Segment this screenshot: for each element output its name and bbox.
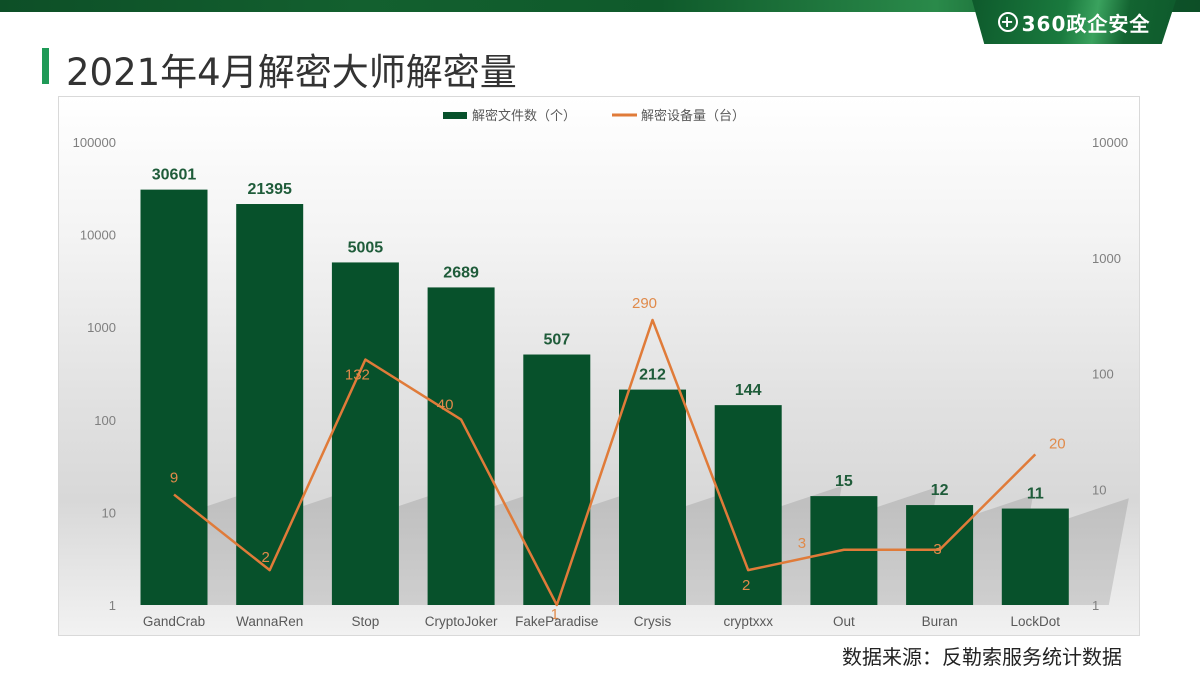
x-axis-label: LockDot [1011,614,1061,629]
bar-cryptxxx [714,405,782,605]
bar-value-label: 5005 [348,239,384,256]
bar-CryptoJoker [427,287,495,605]
left-axis-tick: 1000 [87,320,116,335]
title-accent-bar [42,48,49,84]
bar-value-label: 12 [931,482,949,499]
bar-WannaRen [236,204,304,605]
combo-chart: 解密文件数（个） 解密设备量（台） 1 10 100 1000 10000 100000 1… [73,108,1129,629]
line-value-label: 3 [933,541,941,558]
bar-Buran [906,505,974,605]
legend-bar-swatch [443,112,467,119]
x-axis-label: Crysis [634,614,672,629]
right-axis-tick: 10 [1092,482,1106,497]
legend-bar-label: 解密文件数（个） [472,108,576,123]
left-axis-tick: 10000 [80,228,116,243]
left-y-axis: 1 10 100 1000 10000 100000 [73,135,116,613]
line-value-label: 2 [742,577,750,594]
x-axis-label: WannaRen [236,614,303,629]
x-axis-label: CryptoJoker [425,614,498,629]
x-axis-labels: GandCrab WannaRen Stop CryptoJoker FakeParad… [143,614,1060,629]
x-axis-label: cryptxxx [723,614,773,629]
page-title: 2021年4月解密大师解密量 [66,51,517,94]
line-value-label: 290 [632,295,657,312]
right-axis-tick: 100 [1092,367,1114,382]
line-value-label: 3 [798,535,806,552]
bar-value-label: 144 [735,382,762,399]
left-axis-tick: 1 [109,598,116,613]
line-value-label: 2 [262,549,270,566]
right-y-axis: 1 10 100 1000 10000 [1092,135,1128,613]
right-axis-tick: 1000 [1092,251,1121,266]
chart-container: 解密文件数（个） 解密设备量（台） 1 10 100 1000 10000 100000 1… [58,96,1140,636]
bar-value-label: 2689 [443,264,479,281]
line-value-label: 132 [345,367,370,384]
right-axis-tick: 1 [1092,598,1099,613]
x-axis-label: Buran [922,614,958,629]
bar-GandCrab [140,189,208,605]
plus-circle-icon: + [997,12,1018,32]
right-axis-tick: 10000 [1092,135,1128,150]
line-value-label: 1 [551,606,559,623]
legend-line-label: 解密设备量（台） [641,108,745,123]
bar-value-label: 212 [639,367,666,384]
x-axis-label: GandCrab [143,614,205,629]
line-value-label: 20 [1049,435,1066,452]
bar-FakeParadise [523,354,591,605]
left-axis-tick: 100 [94,413,116,428]
top-banner [0,0,1200,12]
bar-value-label: 507 [543,332,570,349]
bar-Crysis [619,389,686,605]
logo-text: 360政企安全 [1021,11,1151,36]
x-axis-label: Out [833,614,855,629]
brand-logo: + 360政企安全 [972,0,1176,44]
bar-value-label: 30601 [152,167,197,184]
bar-value-label: 15 [835,473,853,490]
bar-LockDot [1001,508,1069,605]
bar-Stop [331,262,399,605]
x-axis-label: FakeParadise [515,614,598,629]
bar-value-label: 11 [1027,486,1044,503]
line-value-label: 40 [437,397,454,414]
line-value-label: 9 [170,470,178,487]
left-axis-tick: 10 [102,505,116,520]
chart-legend: 解密文件数（个） 解密设备量（台） [443,108,745,123]
device-count-line [173,318,1037,607]
line-series: 9 2 132 40 1 290 2 3 3 20 [170,295,1066,623]
x-axis-label: Stop [352,614,380,629]
data-source-note: 数据来源：反勒索服务统计数据 [842,645,1122,669]
left-axis-tick: 100000 [73,135,116,150]
bar-value-label: 21395 [247,181,292,198]
